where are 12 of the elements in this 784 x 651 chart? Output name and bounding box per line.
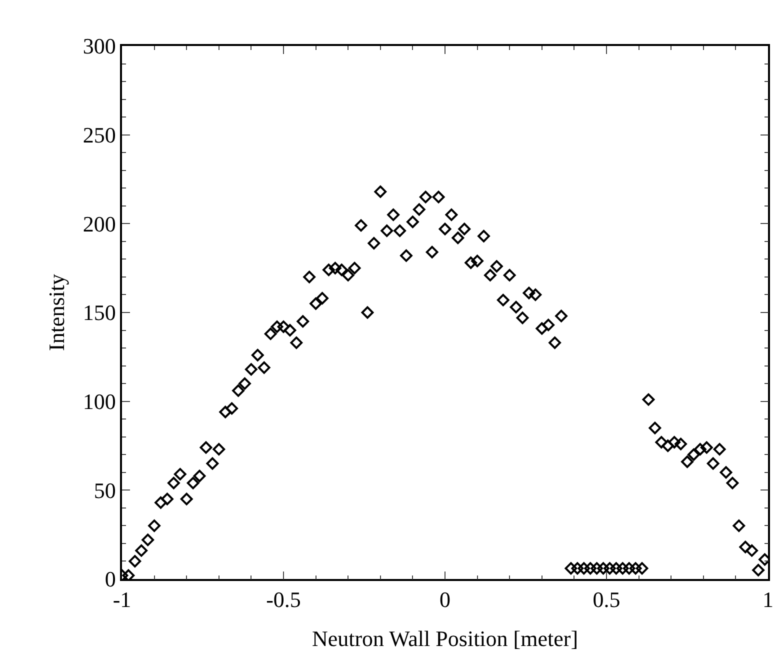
x-tick-label: 0 — [440, 587, 450, 612]
x-tick-label: -0.5 — [266, 587, 301, 612]
x-tick-label: 0.5 — [592, 587, 620, 612]
y-axis-title: Intensity — [44, 274, 70, 351]
y-tick-label: 200 — [82, 211, 116, 236]
y-tick-label: 100 — [82, 389, 116, 414]
y-tick-label: 150 — [82, 300, 116, 326]
y-tick-label: 250 — [82, 122, 116, 148]
x-tick-label: 1 — [762, 587, 774, 612]
y-tick-label: 300 — [82, 34, 116, 59]
x-axis-title: Neutron Wall Position [meter] — [312, 626, 578, 651]
y-tick-label: 50 — [94, 478, 116, 503]
